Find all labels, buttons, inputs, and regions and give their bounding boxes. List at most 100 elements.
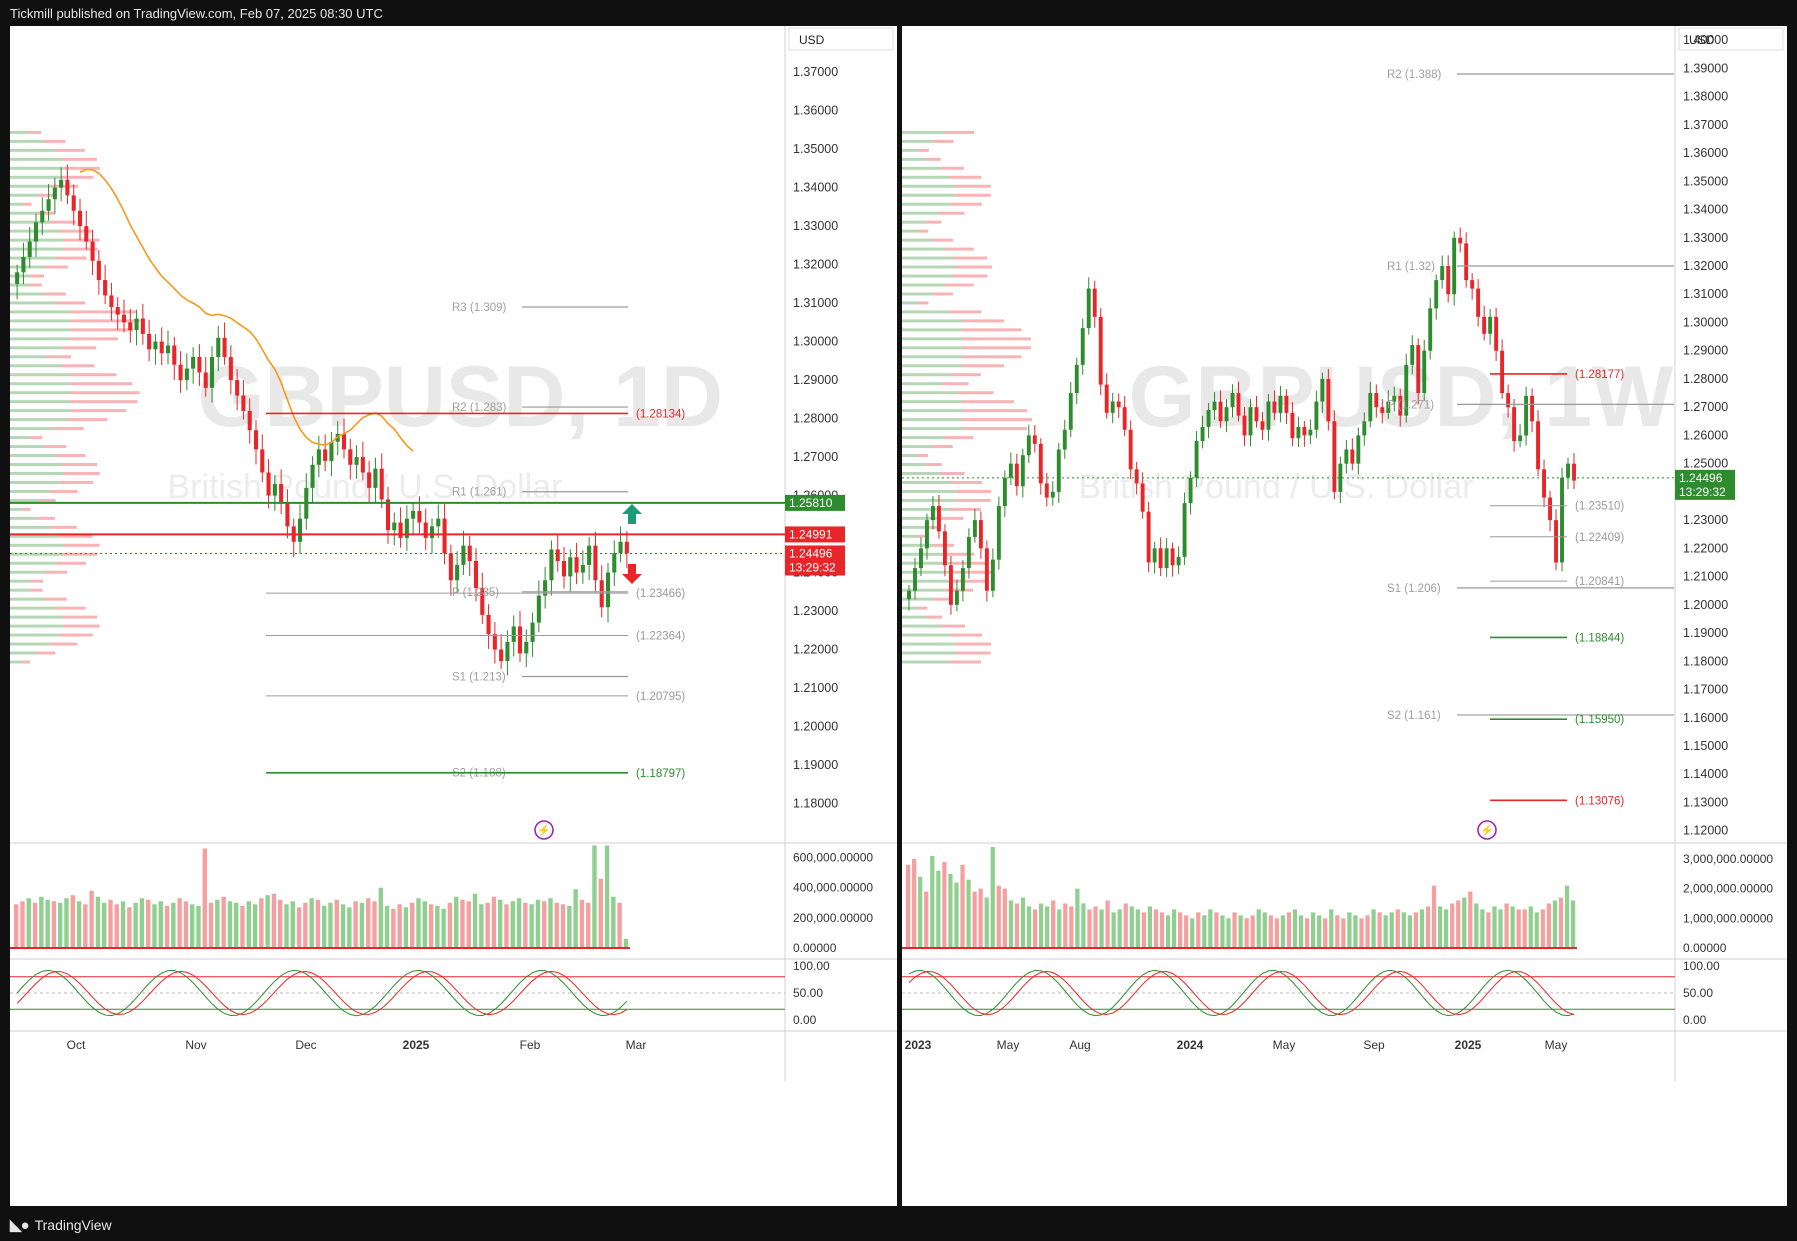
candle-body xyxy=(1230,393,1235,408)
volume-profile-bar xyxy=(43,139,66,143)
candle-body xyxy=(1488,316,1493,334)
volume-bar xyxy=(108,899,113,948)
volume-bar xyxy=(1486,912,1491,948)
candle-body xyxy=(360,457,365,473)
volume-bar xyxy=(1504,903,1509,948)
volume-bar xyxy=(1051,900,1056,948)
volume-profile-bar xyxy=(59,229,93,233)
volume-bar xyxy=(1002,888,1007,948)
volume-bar xyxy=(1238,915,1243,948)
volume-bar xyxy=(1546,903,1552,948)
volume-bar xyxy=(359,902,365,948)
volume-profile-bar xyxy=(10,148,55,152)
volume-bar xyxy=(567,905,572,948)
volume-profile-bar xyxy=(10,373,70,377)
candle-body xyxy=(121,314,127,323)
volume-profile-bar xyxy=(902,202,950,206)
y-tick-label: 1.38000 xyxy=(1683,90,1728,104)
candle-body xyxy=(1176,556,1181,566)
candle-body xyxy=(1278,395,1283,413)
x-tick-label: 2023 xyxy=(905,1038,932,1052)
volume-tick-label: 0.00000 xyxy=(1683,941,1727,955)
volume-bar xyxy=(1359,918,1364,948)
y-tick-label: 1.18000 xyxy=(1683,654,1728,668)
volume-profile-bar xyxy=(10,552,63,556)
volume-profile-bar xyxy=(962,355,1022,359)
lightning-icon xyxy=(1477,820,1497,840)
volume-profile-bar xyxy=(902,256,954,260)
candle-body xyxy=(1308,429,1313,436)
volume-bar xyxy=(1081,903,1086,948)
candle-body xyxy=(1236,393,1241,416)
candle-body xyxy=(1338,463,1343,492)
volume-profile-bar xyxy=(10,454,56,458)
volume-profile-bar xyxy=(918,534,930,538)
volume-tick-label: 2,000,000.00000 xyxy=(1683,882,1773,896)
candle-body xyxy=(1518,435,1523,442)
chart-panel-gbpusd-daily[interactable]: USD GBPUSD, 1D British Pound / U.S. Dollar… xyxy=(10,26,897,1206)
volume-bar xyxy=(491,896,497,948)
candle-body xyxy=(310,464,315,488)
volume-bar xyxy=(296,907,302,948)
candle-body xyxy=(65,179,70,196)
candle-body xyxy=(323,449,328,461)
volume-bar xyxy=(586,902,591,948)
volume-profile-bar xyxy=(55,454,86,458)
volume-bar xyxy=(1208,909,1213,948)
candle-body xyxy=(1290,412,1295,439)
volume-profile-bar xyxy=(10,391,70,395)
candle-body xyxy=(536,595,541,623)
volume-profile-bar xyxy=(10,606,56,610)
volume-profile-bar xyxy=(10,436,30,440)
volume-profile-bar xyxy=(902,642,956,646)
volume-bar xyxy=(1371,909,1376,948)
volume-bar xyxy=(912,858,917,948)
volume-profile-bar xyxy=(70,400,138,404)
volume-bar xyxy=(1153,909,1159,948)
chart-panel-gbpusd-weekly[interactable]: USD GBPUSD, 1W British Pound / U.S. Dollar… xyxy=(902,26,1787,1206)
volume-bar xyxy=(234,902,239,948)
candle-body xyxy=(1410,345,1415,365)
candle-body xyxy=(549,549,554,581)
candle-body xyxy=(1200,426,1205,442)
candle-body xyxy=(134,318,139,331)
volume-profile-bar xyxy=(55,606,86,610)
candle-body xyxy=(46,199,51,211)
candle-body xyxy=(1140,483,1145,512)
candle-body xyxy=(605,572,611,608)
volume-profile-bar xyxy=(918,148,929,152)
price-badge xyxy=(785,494,845,511)
volume-bar xyxy=(240,905,245,948)
candle-body xyxy=(191,357,196,369)
volume-profile-bar xyxy=(10,337,70,341)
candle-body xyxy=(1362,421,1367,436)
volume-profile-bar xyxy=(63,166,100,170)
candle-body xyxy=(184,368,189,381)
candle-body xyxy=(1044,483,1049,498)
lightning-icon xyxy=(534,820,554,840)
volume-bar xyxy=(617,902,622,948)
level-label: (1.20795) xyxy=(636,691,685,703)
volume-bar xyxy=(479,904,484,948)
volume-profile-bar xyxy=(10,301,56,305)
volume-profile-bar xyxy=(902,193,956,197)
volume-profile-bar xyxy=(902,454,918,458)
candle-body xyxy=(1152,548,1157,563)
candle-body xyxy=(1062,429,1067,450)
candle-body xyxy=(1128,429,1133,470)
chart-svg-gbpusd-daily[interactable]: USD GBPUSD, 1D British Pound / U.S. Dollar… xyxy=(10,26,897,1206)
volume-bar xyxy=(190,904,195,948)
volume-profile-bar xyxy=(10,139,44,143)
candle-body xyxy=(423,522,428,538)
volume-bar xyxy=(1341,918,1346,948)
volume-profile-bar xyxy=(902,534,919,538)
volume-bar xyxy=(32,902,38,948)
volume-profile-bar xyxy=(902,561,954,565)
candle-body xyxy=(1194,441,1199,478)
candle-body xyxy=(1086,288,1091,329)
volume-profile-bar xyxy=(944,247,974,251)
candle-body xyxy=(1068,393,1073,430)
volume-profile-bar xyxy=(10,642,51,646)
volume-tick-label: 400,000.00000 xyxy=(793,881,873,895)
